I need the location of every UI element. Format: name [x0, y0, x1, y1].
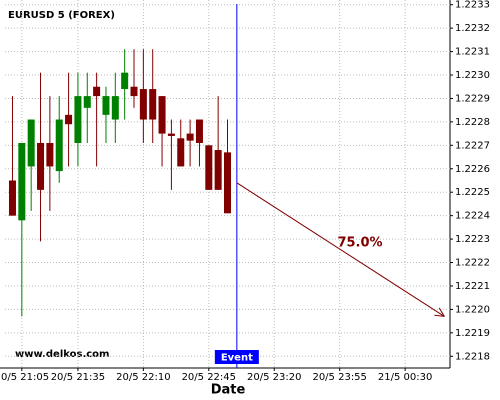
candle-body [195, 119, 203, 143]
x-axis-label: Date [211, 383, 246, 398]
x-tick-label: 20/5 22:10 [116, 372, 170, 383]
forecast-label: 75.0% [337, 236, 382, 251]
candle-body [214, 150, 222, 190]
candle-body [224, 152, 231, 214]
x-tick-label: 21/5 00:30 [378, 372, 432, 383]
watermark: www.delkos.com [15, 349, 109, 360]
x-tick-label: 20/5 23:55 [312, 372, 366, 383]
event-label-box [214, 350, 259, 364]
y-tick-label: 1.2222 [455, 258, 490, 269]
candle-body [130, 86, 138, 97]
y-tick-label: 1.2218 [455, 351, 490, 362]
candle-body [83, 96, 91, 108]
candle-body [167, 133, 175, 136]
forecast-arrow [236, 182, 445, 317]
arrow-head [438, 307, 445, 317]
x-tick-label: 20/5 21:05 [0, 372, 49, 383]
candle-body [139, 89, 147, 120]
arrow-head [434, 314, 445, 317]
chart-title: EURUSD 5 (FOREX) [8, 10, 115, 21]
candle-body [177, 138, 185, 167]
y-tick-label: 1.2230 [455, 70, 490, 81]
y-tick-label: 1.2231 [455, 47, 490, 58]
x-tick-label: 20/5 21:35 [51, 372, 105, 383]
candle-body [149, 89, 157, 120]
y-tick-label: 1.2220 [455, 304, 490, 315]
x-tick-label: 20/5 23:20 [247, 372, 301, 383]
candle-body [102, 96, 110, 115]
y-tick-label: 1.2221 [455, 281, 490, 292]
candle-body [205, 145, 213, 190]
candle-body [55, 119, 63, 172]
candle-body [65, 114, 73, 125]
y-tick-label: 1.2219 [455, 328, 490, 339]
candle-body [121, 72, 129, 90]
candle-body [74, 96, 82, 143]
candle-body [18, 142, 26, 221]
event-label: Event [221, 353, 253, 364]
y-tick-label: 1.2229 [455, 93, 490, 104]
x-tick-label: 20/5 22:45 [182, 372, 236, 383]
y-tick-label: 1.2223 [455, 234, 490, 245]
y-tick-label: 1.2227 [455, 140, 490, 151]
y-tick-label: 1.2224 [455, 211, 490, 222]
y-tick-label: 1.2228 [455, 117, 490, 128]
candle-body [186, 133, 194, 141]
candle-body [8, 180, 16, 216]
y-tick-label: 1.2232 [455, 23, 490, 34]
candle-body [111, 96, 119, 120]
candle-body [27, 119, 35, 167]
candle-body [37, 142, 45, 190]
y-tick-label: 1.2225 [455, 187, 490, 198]
candle-body [158, 96, 166, 134]
candle-body [46, 142, 54, 167]
candle-body [93, 86, 101, 97]
y-tick-label: 1.2226 [455, 164, 490, 175]
y-tick-label: 1.2233 [455, 0, 490, 11]
